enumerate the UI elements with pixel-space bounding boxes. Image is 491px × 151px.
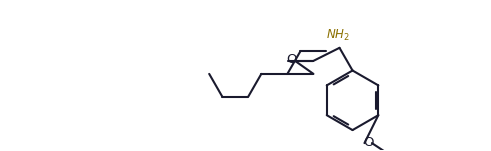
Text: O: O (363, 136, 374, 149)
Text: NH$_2$: NH$_2$ (326, 28, 350, 43)
Text: O: O (286, 53, 297, 66)
